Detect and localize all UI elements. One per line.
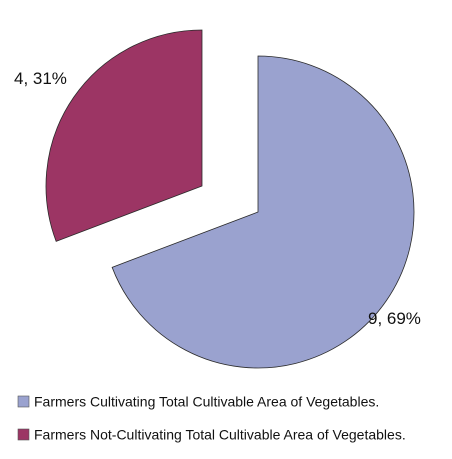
data-label-not-cultivating: 4, 31% bbox=[14, 69, 67, 88]
slice-cultivating bbox=[111, 55, 415, 369]
data-label-cultivating: 9, 69% bbox=[368, 309, 421, 328]
legend-label-not-cultivating: Farmers Not-Cultivating Total Cultivable… bbox=[34, 427, 406, 443]
legend-swatch-not-cultivating bbox=[17, 428, 30, 441]
slice-data-labels: 9, 69% 4, 31% bbox=[14, 69, 421, 328]
legend-label-cultivating: Farmers Cultivating Total Cultivable Are… bbox=[34, 394, 379, 410]
legend-swatch-cultivating bbox=[17, 395, 30, 408]
legend: Farmers Cultivating Total Cultivable Are… bbox=[17, 394, 406, 443]
pie-slices bbox=[45, 29, 415, 369]
slice-not-cultivating bbox=[45, 29, 203, 242]
